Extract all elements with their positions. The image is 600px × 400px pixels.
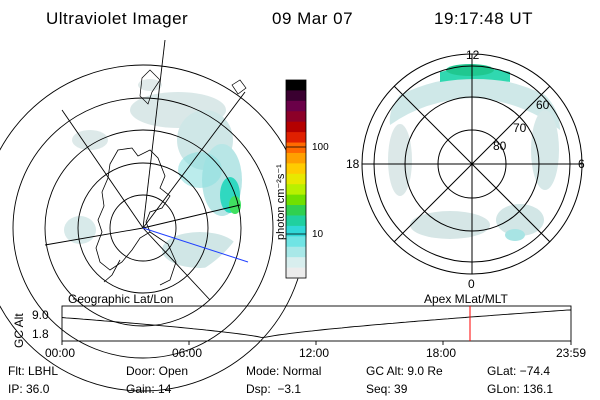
colorbar-segment	[286, 215, 306, 227]
colorbar-segment	[286, 111, 306, 123]
mlt-label-12: 12	[466, 48, 480, 62]
info-gain: Gain: 14	[126, 382, 172, 396]
colorbar-unit-label: photon cm⁻²s⁻¹	[275, 164, 287, 240]
mlt-label-0: 0	[468, 277, 475, 291]
info-door: Door: Open	[126, 364, 189, 378]
colorbar-segment	[286, 152, 306, 164]
mag-caption: Apex MLat/MLT	[424, 292, 508, 306]
colorbar-ticks	[286, 146, 306, 235]
colorbar-segment	[286, 236, 306, 248]
altitude-curve	[61, 309, 572, 338]
geo-caption: Geographic Lat/Lon	[68, 292, 174, 306]
x-tick-2: 12:00	[299, 346, 330, 360]
colorbar-segment	[286, 163, 306, 175]
x-tick-4: 23:59	[556, 346, 587, 360]
magnetic-map	[361, 53, 583, 275]
colorbar-segment	[286, 121, 306, 133]
x-tick-3: 18:00	[426, 346, 457, 360]
y-tick-bottom: 1.8	[32, 327, 49, 341]
mlat-label-60: 60	[536, 98, 550, 112]
colorbar-segment	[286, 205, 306, 217]
colorbar-segment	[286, 246, 306, 258]
colorbar-segment	[286, 142, 306, 154]
colorbar-segment	[286, 225, 306, 237]
mlat-label-70: 70	[513, 121, 527, 135]
geo-aurora	[64, 79, 242, 268]
info-glon: GLon: 136.1	[487, 382, 554, 396]
colorbar-segment	[286, 80, 306, 92]
colorbar-segment	[286, 132, 306, 144]
mlat-label-80: 80	[493, 139, 507, 153]
mlt-label-18: 18	[346, 157, 360, 171]
info-dsp: Dsp: −3.1	[246, 382, 302, 396]
date-label: 09 Mar 07	[272, 9, 354, 28]
colorbar-segment	[286, 184, 306, 196]
colorbar-segment	[286, 194, 306, 206]
time-label: 19:17:48 UT	[434, 9, 534, 28]
y-axis-label: GC Alt	[12, 313, 26, 348]
x-tick-0: 00:00	[45, 346, 76, 360]
colorbar-frame	[285, 79, 307, 279]
info-seq: Seq: 39	[366, 382, 408, 396]
info-ip: IP: 36.0	[8, 382, 50, 396]
x-tick-1: 06:00	[172, 346, 203, 360]
info-filter: Flt: LBHL	[8, 364, 59, 378]
colorbar-segment	[286, 90, 306, 102]
info-glat: GLat: −74.4	[487, 364, 551, 378]
instrument-title: Ultraviolet Imager	[46, 9, 189, 28]
colorbar-tick-100: 100	[312, 142, 329, 153]
colorbar-tick-10: 10	[312, 229, 324, 240]
y-tick-top: 9.0	[32, 308, 49, 322]
colorbar-segment	[286, 257, 306, 269]
colorbar-segment	[286, 173, 306, 185]
info-gc-alt: GC Alt: 9.0 Re	[366, 364, 443, 378]
intensity-colorbar	[286, 80, 306, 279]
colorbar-segment	[286, 100, 306, 112]
mlt-label-6: 6	[578, 157, 585, 171]
info-mode: Mode: Normal	[246, 364, 322, 378]
gc-alt-timeline	[61, 305, 572, 345]
colorbar-segment	[286, 267, 306, 279]
